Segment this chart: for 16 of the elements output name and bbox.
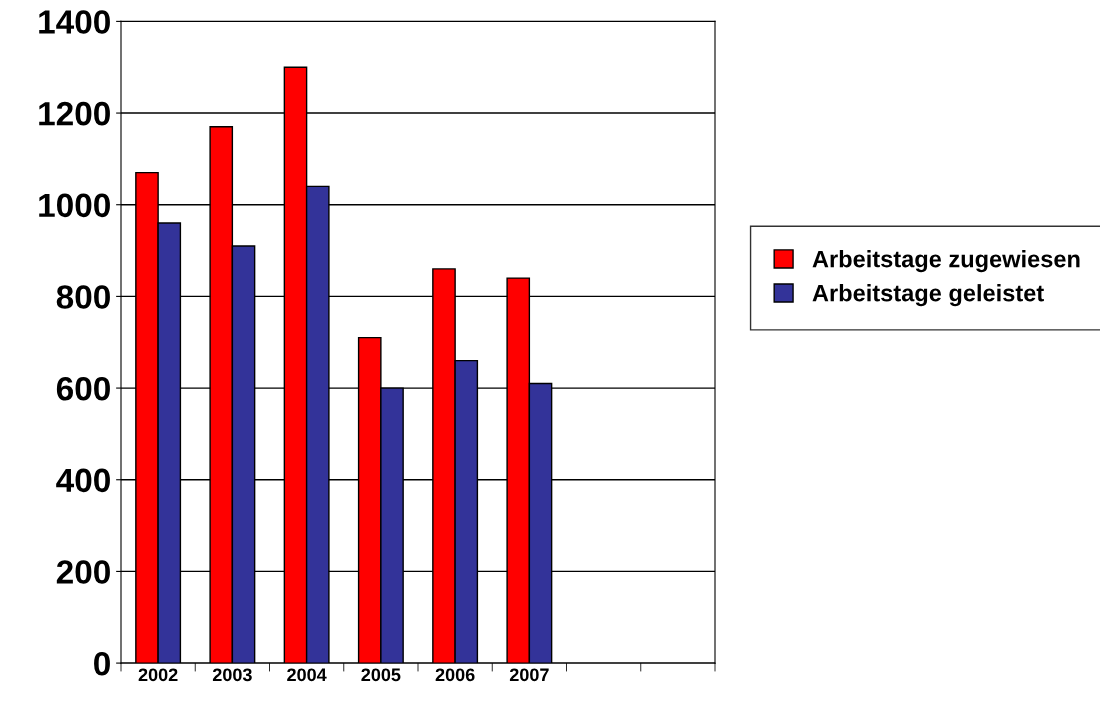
y-tick-label: 1200 — [39, 101, 110, 126]
y-tick-label: 200 — [56, 560, 110, 584]
y-tick-label: 1400 — [39, 10, 110, 34]
y-tick-label: 600 — [56, 376, 110, 401]
x-tick-label: 2007 — [509, 668, 549, 682]
x-tick-label: 2002 — [138, 668, 178, 682]
x-tick-label: 2005 — [361, 668, 401, 682]
y-tick-label: 1000 — [39, 193, 110, 218]
legend-label: Arbeitstage geleistet — [812, 284, 1044, 307]
x-tick-label: 2004 — [287, 668, 327, 682]
y-tick-label: 800 — [56, 285, 110, 309]
legend-label: Arbeitstage zugewiesen — [812, 250, 1080, 273]
x-tick-label: 2003 — [212, 668, 252, 682]
y-tick-label: 0 — [94, 651, 110, 676]
y-tick-label: 400 — [56, 468, 110, 493]
x-tick-label: 2006 — [435, 668, 475, 682]
